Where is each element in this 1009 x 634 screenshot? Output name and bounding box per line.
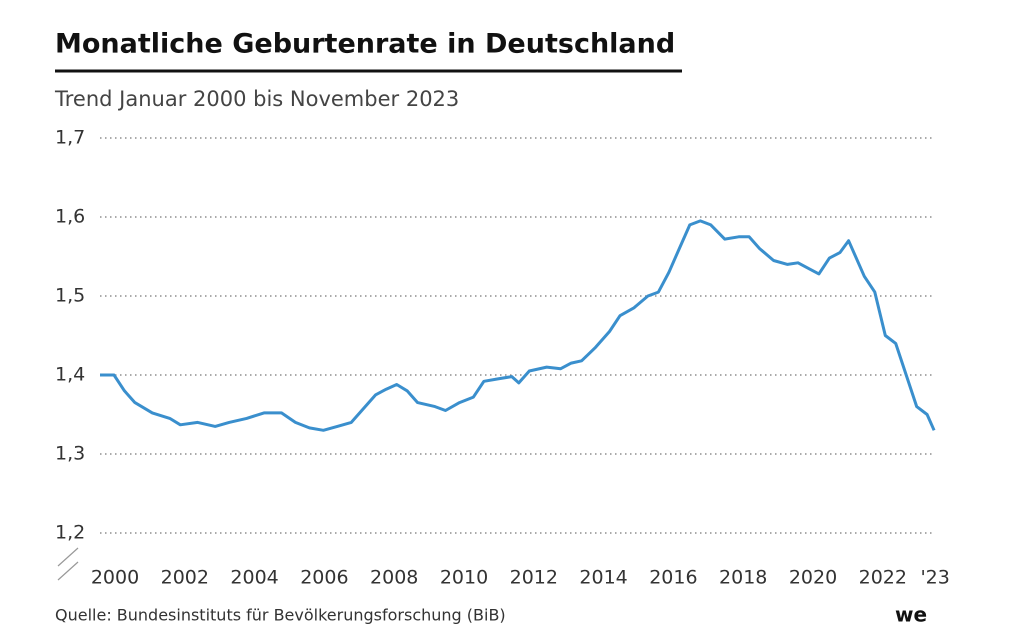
source-note: Quelle: Bundesinstituts für Bevölkerungs… xyxy=(55,606,506,625)
x-tick-label: 2012 xyxy=(510,567,558,589)
axis-break xyxy=(57,547,79,581)
x-tick-label: 2002 xyxy=(161,567,209,589)
x-tick-label: 2008 xyxy=(370,567,418,589)
y-tick-label: 1,7 xyxy=(55,127,85,149)
x-tick-label: 2016 xyxy=(649,567,697,589)
y-tick-label: 1,5 xyxy=(55,285,85,307)
chart-subtitle: Trend Januar 2000 bis November 2023 xyxy=(54,87,459,111)
y-tick-label: 1,3 xyxy=(55,443,85,465)
x-tick-label: 2018 xyxy=(719,567,767,589)
y-tick-label: 1,4 xyxy=(55,364,85,386)
x-tick-label: 2020 xyxy=(789,567,837,589)
x-tick-label: 2014 xyxy=(579,567,627,589)
y-tick-label: 1,6 xyxy=(55,206,85,228)
data-line xyxy=(100,219,936,432)
logo: we xyxy=(895,603,927,627)
x-tick-label: 2004 xyxy=(230,567,278,589)
x-tick-label: '23 xyxy=(920,567,949,589)
x-tick-label: 2006 xyxy=(300,567,348,589)
x-tick-label: 2010 xyxy=(440,567,488,589)
y-tick-label: 1,2 xyxy=(55,522,85,544)
chart-title: Monatliche Geburtenrate in Deutschland xyxy=(55,29,675,60)
x-tick-label: 2022 xyxy=(859,567,907,589)
x-tick-label: 2000 xyxy=(91,567,139,589)
